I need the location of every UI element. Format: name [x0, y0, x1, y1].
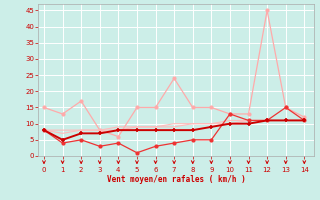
X-axis label: Vent moyen/en rafales ( km/h ): Vent moyen/en rafales ( km/h )	[107, 174, 245, 184]
